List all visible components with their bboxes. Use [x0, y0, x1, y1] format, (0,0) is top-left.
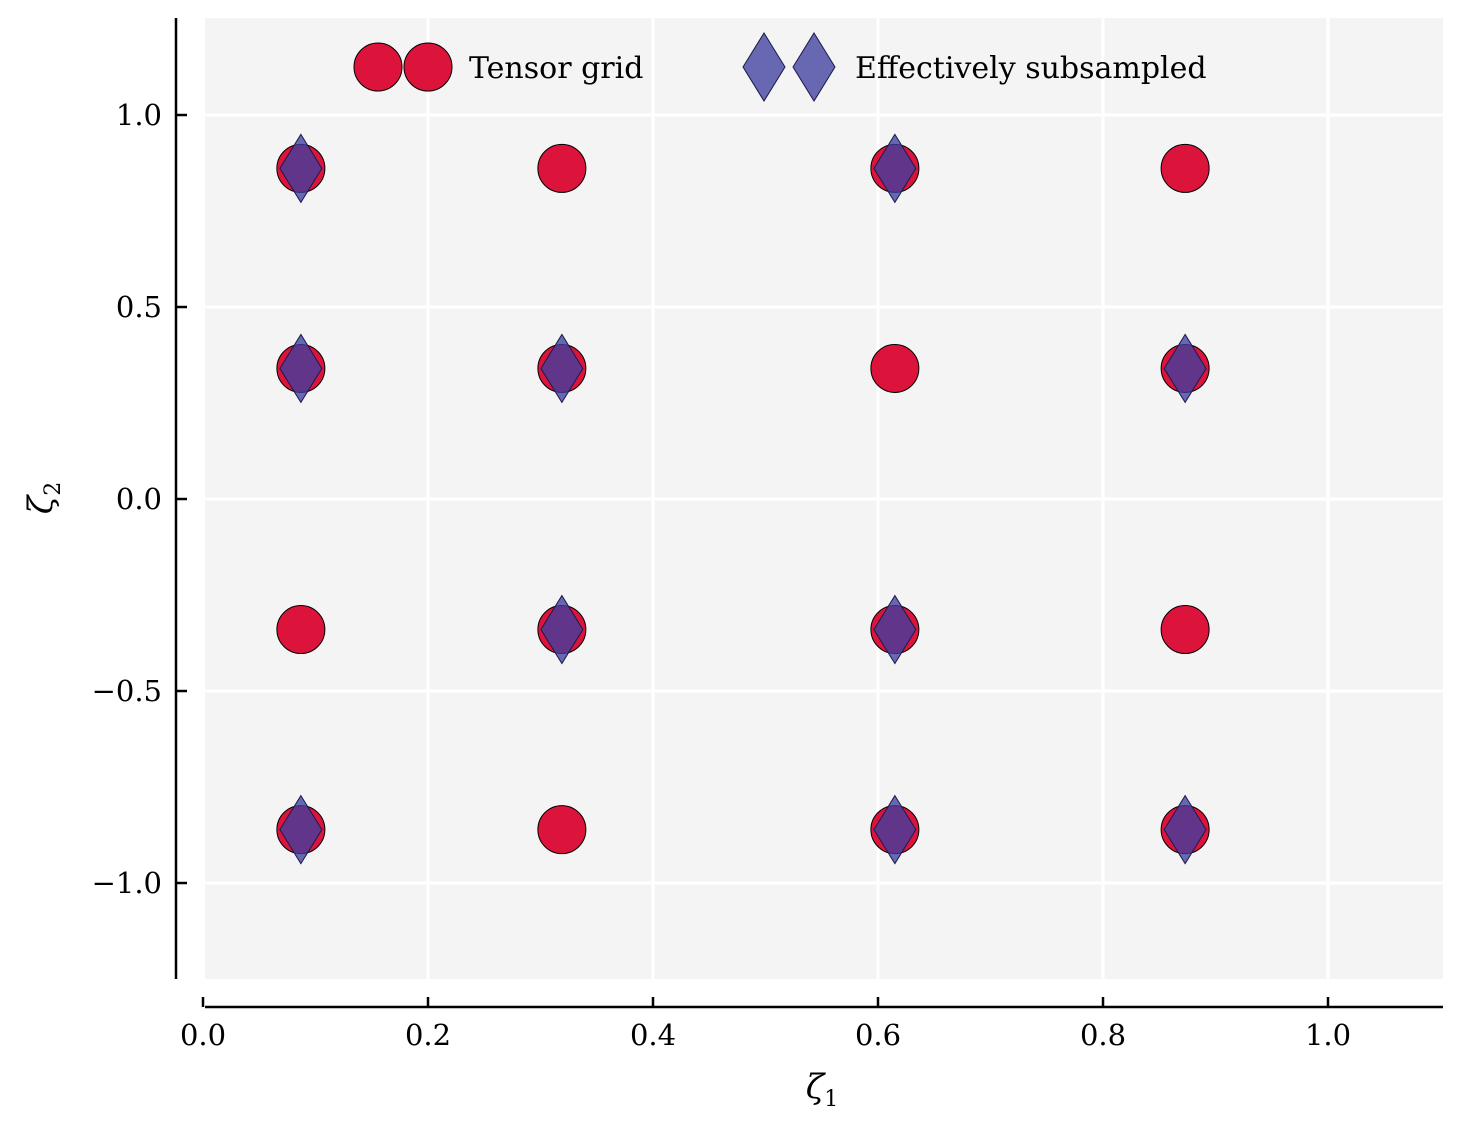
y-tick-label: 0.0 — [116, 482, 162, 516]
tensor-grid-point — [1160, 605, 1210, 655]
x-tick-label: 1.0 — [1305, 1018, 1351, 1052]
subsampled-point — [1163, 794, 1207, 865]
y-tick-label: 0.5 — [116, 290, 162, 324]
tensor-grid-point — [537, 143, 587, 193]
tensor-grid-point — [537, 805, 587, 855]
subsampled-point — [279, 333, 323, 404]
x-tick-label: 0.4 — [630, 1018, 676, 1052]
y-axis-label-symbol: ζ — [21, 493, 61, 514]
subsampled-point — [873, 133, 917, 204]
legend-label-effectively-subsampled: Effectively subsampled — [855, 51, 1207, 86]
y-axis-label: ζ2 — [21, 482, 66, 514]
subsampled-point — [279, 794, 323, 865]
x-tick-label: 0.6 — [855, 1018, 901, 1052]
subsampled-point — [873, 594, 917, 665]
legend-circle-marker — [353, 42, 403, 92]
legend-diamond-marker — [742, 32, 786, 102]
x-axis-label-symbol: ζ — [806, 1067, 827, 1107]
subsampled-point — [1163, 333, 1207, 404]
x-axis-label-subscript: 1 — [824, 1087, 838, 1112]
y-ticks: 1.0 0.5 0.0 −0.5 −1.0 — [92, 98, 187, 900]
tensor-grid-point — [870, 343, 920, 393]
x-tick-label: 0.8 — [1080, 1018, 1126, 1052]
tensor-grid-point — [276, 605, 326, 655]
legend: Tensor grid Effectively subsampled — [353, 32, 1207, 102]
legend-diamond-marker — [792, 32, 836, 102]
subsampled-point — [279, 133, 323, 204]
y-tick-label: −0.5 — [92, 674, 162, 708]
tensor-grid-point — [1160, 143, 1210, 193]
legend-circle-marker — [403, 42, 453, 92]
y-tick-label: −1.0 — [92, 866, 162, 900]
x-ticks: 0.0 0.2 0.4 0.6 0.8 1.0 — [180, 997, 1351, 1052]
y-tick-label: 1.0 — [116, 98, 162, 132]
x-tick-label: 0.0 — [180, 1018, 226, 1052]
x-axis-label: ζ1 — [806, 1067, 838, 1112]
subsampled-point — [540, 333, 584, 404]
effectively-subsampled-series — [279, 133, 1207, 865]
subsampled-point — [540, 594, 584, 665]
subsampled-point — [873, 794, 917, 865]
legend-label-tensor-grid: Tensor grid — [469, 51, 643, 86]
x-tick-label: 0.2 — [405, 1018, 451, 1052]
y-axis-label-subscript: 2 — [41, 482, 66, 496]
